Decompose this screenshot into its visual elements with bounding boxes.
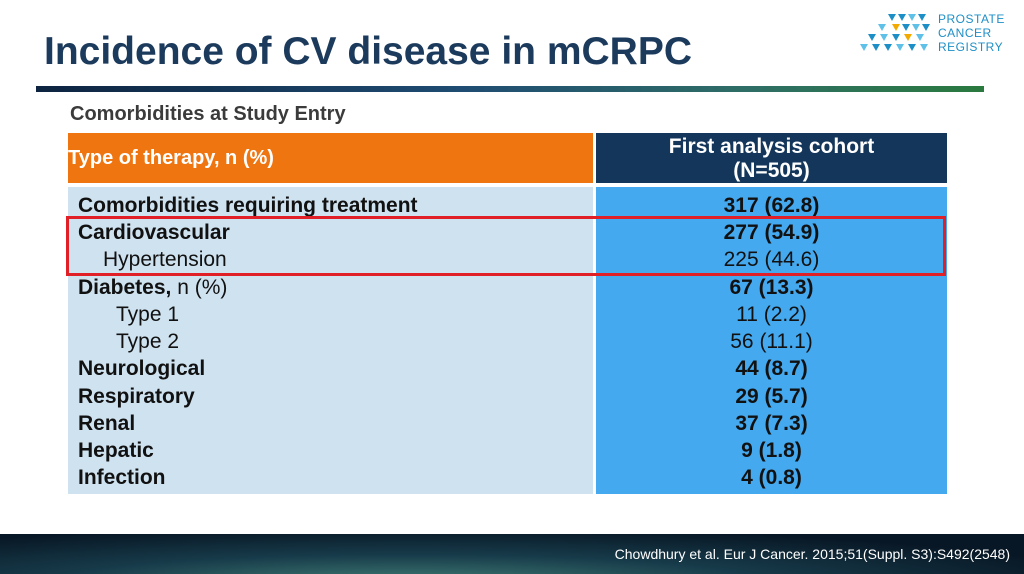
header-therapy-type: Type of therapy, n (%) [68,133,593,183]
row-value-hypertension: 225 (44.6) [723,248,820,271]
row-value-type-2: 56 (11.1) [730,330,813,353]
row-value-type-1: 11 (2.2) [736,303,807,326]
row-label-type-1: Type 1 [116,303,180,326]
cardiovascular-highlight-box [66,216,946,276]
row-value-diabetes: 67 (13.3) [729,276,814,299]
registry-logo-icon [860,14,930,51]
row-label-cardiovascular: Cardiovascular [78,221,230,244]
row-label-diabetes-suffix: n (%) [171,276,228,299]
table-body-right [596,187,947,494]
row-label-respiratory: Respiratory [78,385,195,408]
row-label-diabetes-main: Diabetes, [78,276,172,299]
row-value-cardiovascular: 277 (54.9) [723,221,820,244]
row-label-neurological: Neurological [78,357,206,380]
citation: Chowdhury et al. Eur J Cancer. 2015;51(S… [614,546,1010,562]
row-value-renal: 37 (7.3) [735,412,808,435]
footer-band [0,534,1024,574]
row-label-hypertension: Hypertension [103,248,227,271]
row-value-hepatic: 9 (1.8) [741,439,802,462]
table-body-left [68,187,593,494]
row-value-respiratory: 29 (5.7) [735,385,808,408]
row-label-diabetes: Diabetes, n (%) [78,274,227,301]
registry-logo-text: PROSTATE CANCER REGISTRY [938,12,1005,54]
row-label-hepatic: Hepatic [78,439,154,462]
row-value-neurological: 44 (8.7) [735,357,808,380]
row-label-infection: Infection [78,466,166,489]
row-value-infection: 4 (0.8) [741,466,802,489]
title-divider [36,86,984,92]
row-label-renal: Renal [78,412,136,435]
table-caption: Comorbidities at Study Entry [70,103,346,125]
registry-logo: PROSTATE CANCER REGISTRY [858,12,1018,56]
row-value-comorbidities-requiring-treatment: 317 (62.8) [723,194,820,217]
row-label-type-2: Type 2 [116,330,180,353]
header-first-analysis-cohort: First analysis cohort (N=505) [596,133,947,183]
slide-title: Incidence of CV disease in mCRPC [44,30,693,73]
row-label-comorbidities-requiring-treatment: Comorbidities requiring treatment [78,194,418,217]
